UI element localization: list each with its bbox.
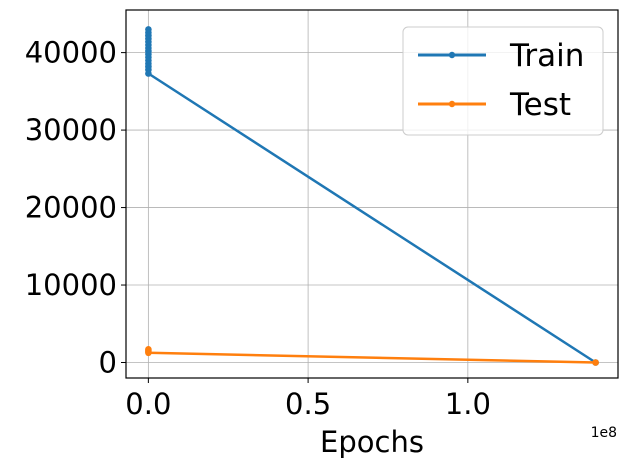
data-point-train bbox=[145, 70, 152, 77]
y-tick-label: 0 bbox=[99, 346, 117, 380]
x-tick-label: 1.0 bbox=[445, 387, 491, 421]
legend-label-train: Train bbox=[509, 38, 584, 74]
y-tick-label: 40000 bbox=[25, 36, 117, 70]
x-offset-label: 1e8 bbox=[591, 425, 617, 441]
x-tick-label: 0.0 bbox=[125, 387, 171, 421]
x-axis-title: Epochs bbox=[320, 425, 424, 459]
legend: Train Test bbox=[402, 26, 604, 136]
legend-marker-test bbox=[448, 100, 456, 108]
x-tick-label: 0.5 bbox=[285, 387, 331, 421]
legend-marker-train bbox=[448, 51, 456, 59]
series-line-test bbox=[147, 349, 596, 364]
series-group bbox=[145, 26, 599, 366]
y-tick-label: 10000 bbox=[25, 268, 117, 302]
plot-frame bbox=[125, 9, 619, 379]
data-point-test bbox=[145, 349, 152, 357]
data-point-test bbox=[592, 359, 599, 366]
axis-ticks: 0.0 0.5 1.0 0 10000 20000 30000 40000 bbox=[25, 36, 491, 421]
y-tick-label: 30000 bbox=[25, 113, 117, 147]
y-tick-label: 20000 bbox=[25, 191, 117, 225]
legend-label-test: Test bbox=[509, 87, 571, 123]
